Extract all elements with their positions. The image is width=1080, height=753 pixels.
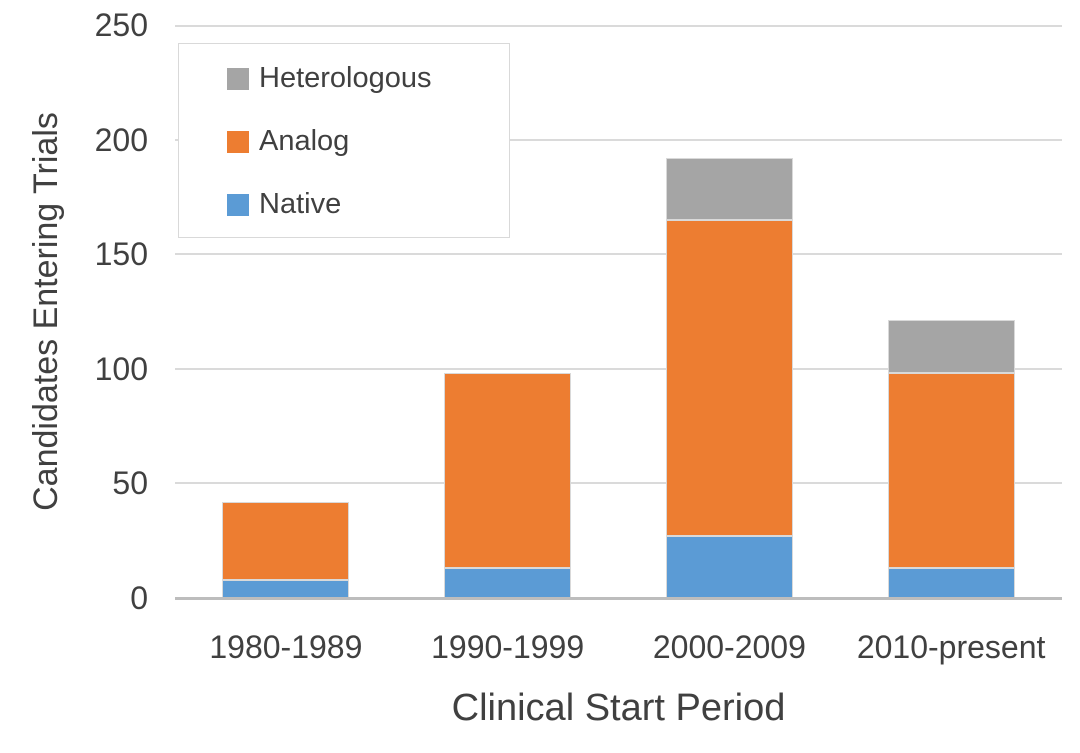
y-tick-label-200: 200 [94,121,148,158]
legend-swatch-native-icon [227,193,249,216]
bar-segment-analog-2000-2009 [665,220,793,536]
legend-item-analog: Analog [227,110,509,173]
bar-segment-native-1980-1989 [222,580,350,598]
legend-swatch-analog-icon [227,130,249,153]
bar-segment-heterologous-2010-present [887,320,1015,373]
gridline-y-250 [175,25,1062,27]
bar-segment-native-2000-2009 [665,536,793,598]
x-axis-line [175,597,1062,600]
bar-segment-analog-1980-1989 [222,502,350,580]
legend-label-native: Native [259,188,342,220]
bar-segment-native-2010-present [887,568,1015,598]
legend-label-heterologous: Heterologous [259,62,432,94]
y-tick-label-150: 150 [94,236,148,273]
x-tick-label-1990-1999: 1990-1999 [431,629,585,665]
gridline-y-150 [175,253,1062,256]
legend-label-analog: Analog [259,125,350,157]
legend-swatch-heterologous-icon [227,67,249,90]
y-tick-label-0: 0 [130,580,148,616]
bar-1980-1989 [222,502,350,598]
y-axis-tick-labels: 0 50 100 150 200 250 [0,7,148,616]
plot-area [175,25,1062,600]
x-tick-label-2010-present: 2010-present [856,629,1046,665]
y-tick-label-250: 250 [94,7,148,43]
x-tick-label-2000-2009: 2000-2009 [652,629,806,665]
bar-2000-2009 [665,158,793,598]
bar-segment-analog-1990-1999 [444,373,572,568]
x-tick-label-1980-1989: 1980-1989 [209,629,363,665]
bars-layer [175,25,1062,598]
bar-segment-analog-2010-present [887,373,1015,568]
gridline-y-200 [175,138,1062,141]
x-axis-tick-labels: 1980-1989 1990-1999 2000-2009 2010-present [175,626,1062,668]
gridline-y-100 [175,367,1062,370]
gridline-y-50 [175,482,1062,485]
legend-item-heterologous: Heterologous [227,47,509,110]
legend-item-native: Native [227,173,509,236]
bar-2010-present [887,320,1015,598]
y-tick-label-100: 100 [94,350,148,387]
x-axis-title: Clinical Start Period [451,687,786,729]
legend: Heterologous Analog Native [178,43,510,238]
y-tick-label-50: 50 [112,465,148,502]
bar-segment-native-1990-1999 [444,568,572,598]
bar-1990-1999 [444,373,572,598]
bar-segment-heterologous-2000-2009 [665,158,793,220]
